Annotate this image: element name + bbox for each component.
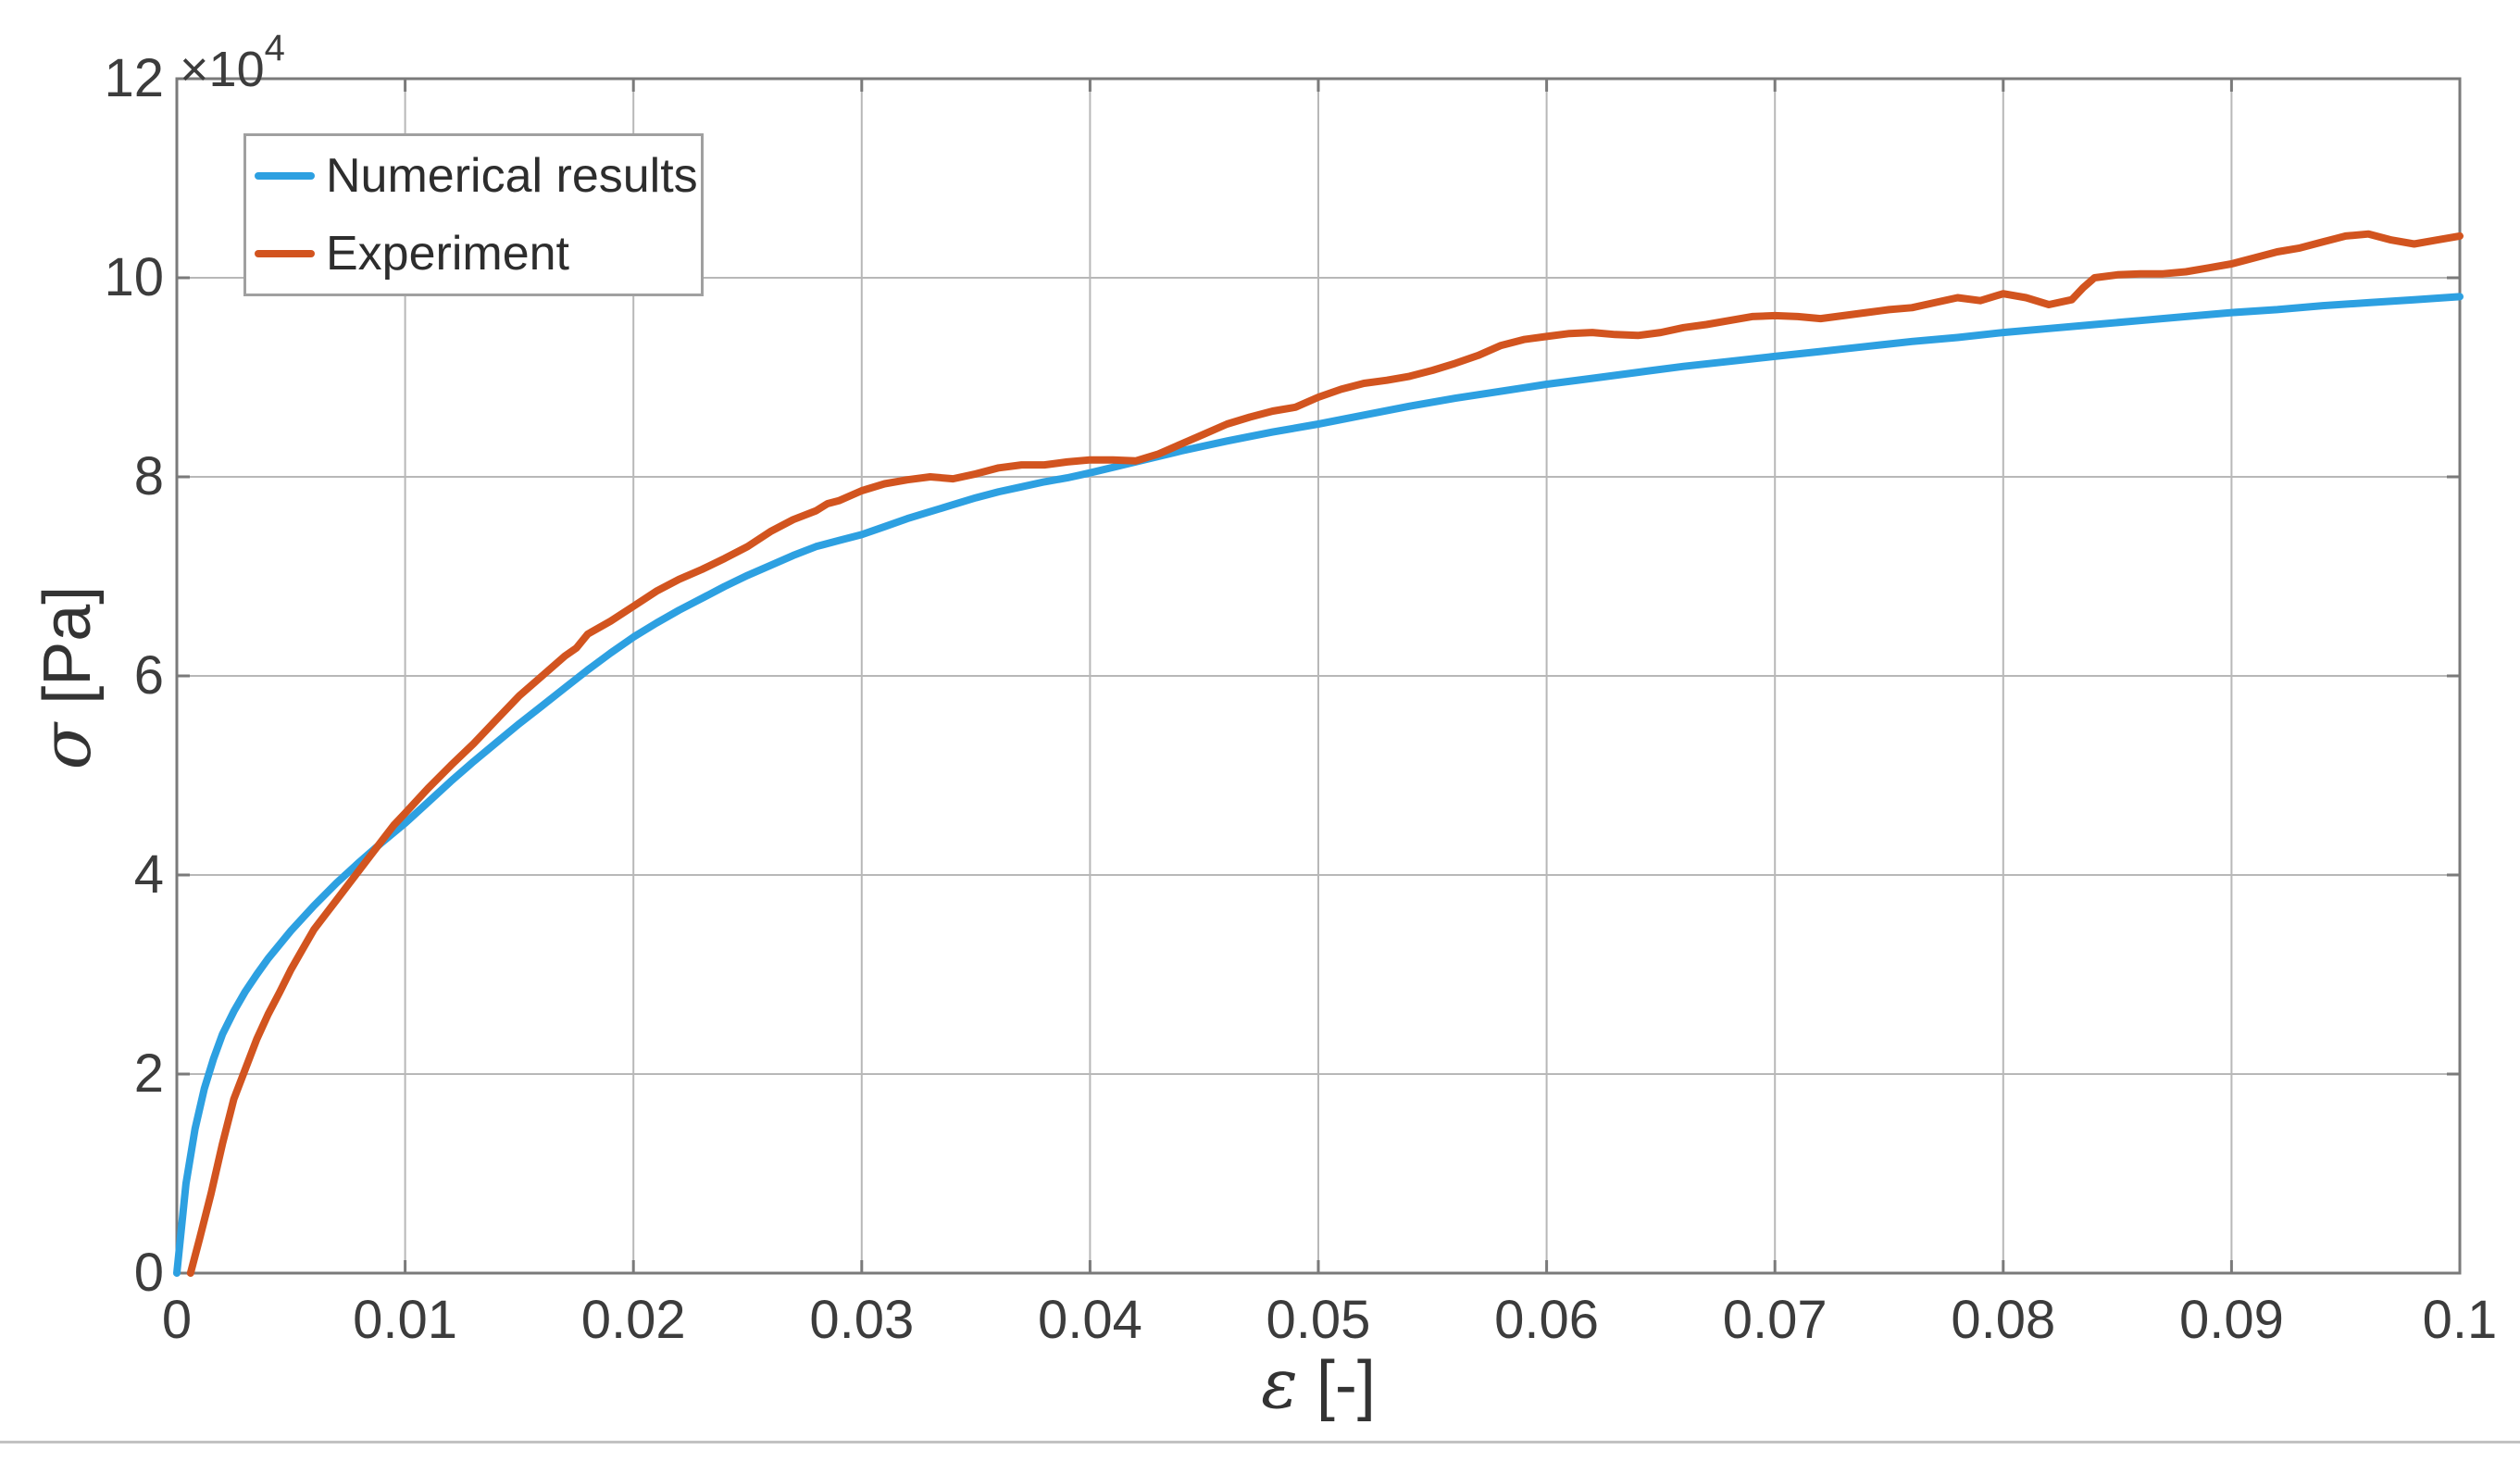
- y-axis-unit: [Pa]: [31, 585, 105, 705]
- y-tick-label-4: 4: [133, 844, 164, 905]
- legend-item-numerical: Numerical results: [246, 137, 701, 215]
- x-tick-label-0.03: 0.03: [809, 1290, 915, 1350]
- x-tick-label-0.07: 0.07: [1722, 1290, 1828, 1350]
- page-divider: [0, 1441, 2520, 1443]
- epsilon-symbol: ε: [1261, 1344, 1298, 1424]
- exponent-power: 4: [264, 28, 285, 69]
- numerical-line-swatch: [255, 172, 315, 180]
- x-axis-unit: [-]: [1316, 1348, 1376, 1422]
- y-tick-label-8: 8: [133, 446, 164, 506]
- y-tick-label-0: 0: [133, 1243, 164, 1303]
- sigma-symbol: σ: [27, 722, 106, 770]
- y-tick-label-12: 12: [104, 48, 164, 108]
- legend-item-experiment: Experiment: [246, 215, 701, 293]
- x-tick-label-0.01: 0.01: [353, 1290, 458, 1350]
- y-tick-label-2: 2: [133, 1043, 164, 1104]
- x-tick-label-0.06: 0.06: [1494, 1290, 1600, 1350]
- x-tick-label-0.04: 0.04: [1037, 1290, 1142, 1350]
- legend: Numerical results Experiment: [243, 133, 704, 296]
- x-tick-label-0: 0: [161, 1290, 193, 1350]
- x-axis-label: ε [-]: [1041, 1344, 1596, 1451]
- x-tick-label-0.02: 0.02: [580, 1290, 686, 1350]
- numerical-results-line: [173, 293, 2464, 1277]
- y-axis-label: σ [Pa]: [19, 493, 115, 863]
- y-axis-exponent: ×104: [180, 20, 285, 97]
- exponent-base: ×10: [180, 42, 265, 97]
- x-tick-label-0.09: 0.09: [2178, 1290, 2284, 1350]
- y-tick-label-10: 10: [104, 247, 164, 307]
- legend-label-experiment: Experiment: [326, 227, 569, 281]
- legend-label-numerical: Numerical results: [326, 149, 698, 203]
- y-tick-label-6: 6: [133, 645, 164, 706]
- x-tick-label-0.05: 0.05: [1266, 1290, 1371, 1350]
- experiment-line: [186, 230, 2464, 1277]
- x-tick-label-0.1: 0.1: [2422, 1290, 2498, 1350]
- x-tick-label-0.08: 0.08: [1951, 1290, 2056, 1350]
- experiment-line-swatch: [255, 250, 315, 257]
